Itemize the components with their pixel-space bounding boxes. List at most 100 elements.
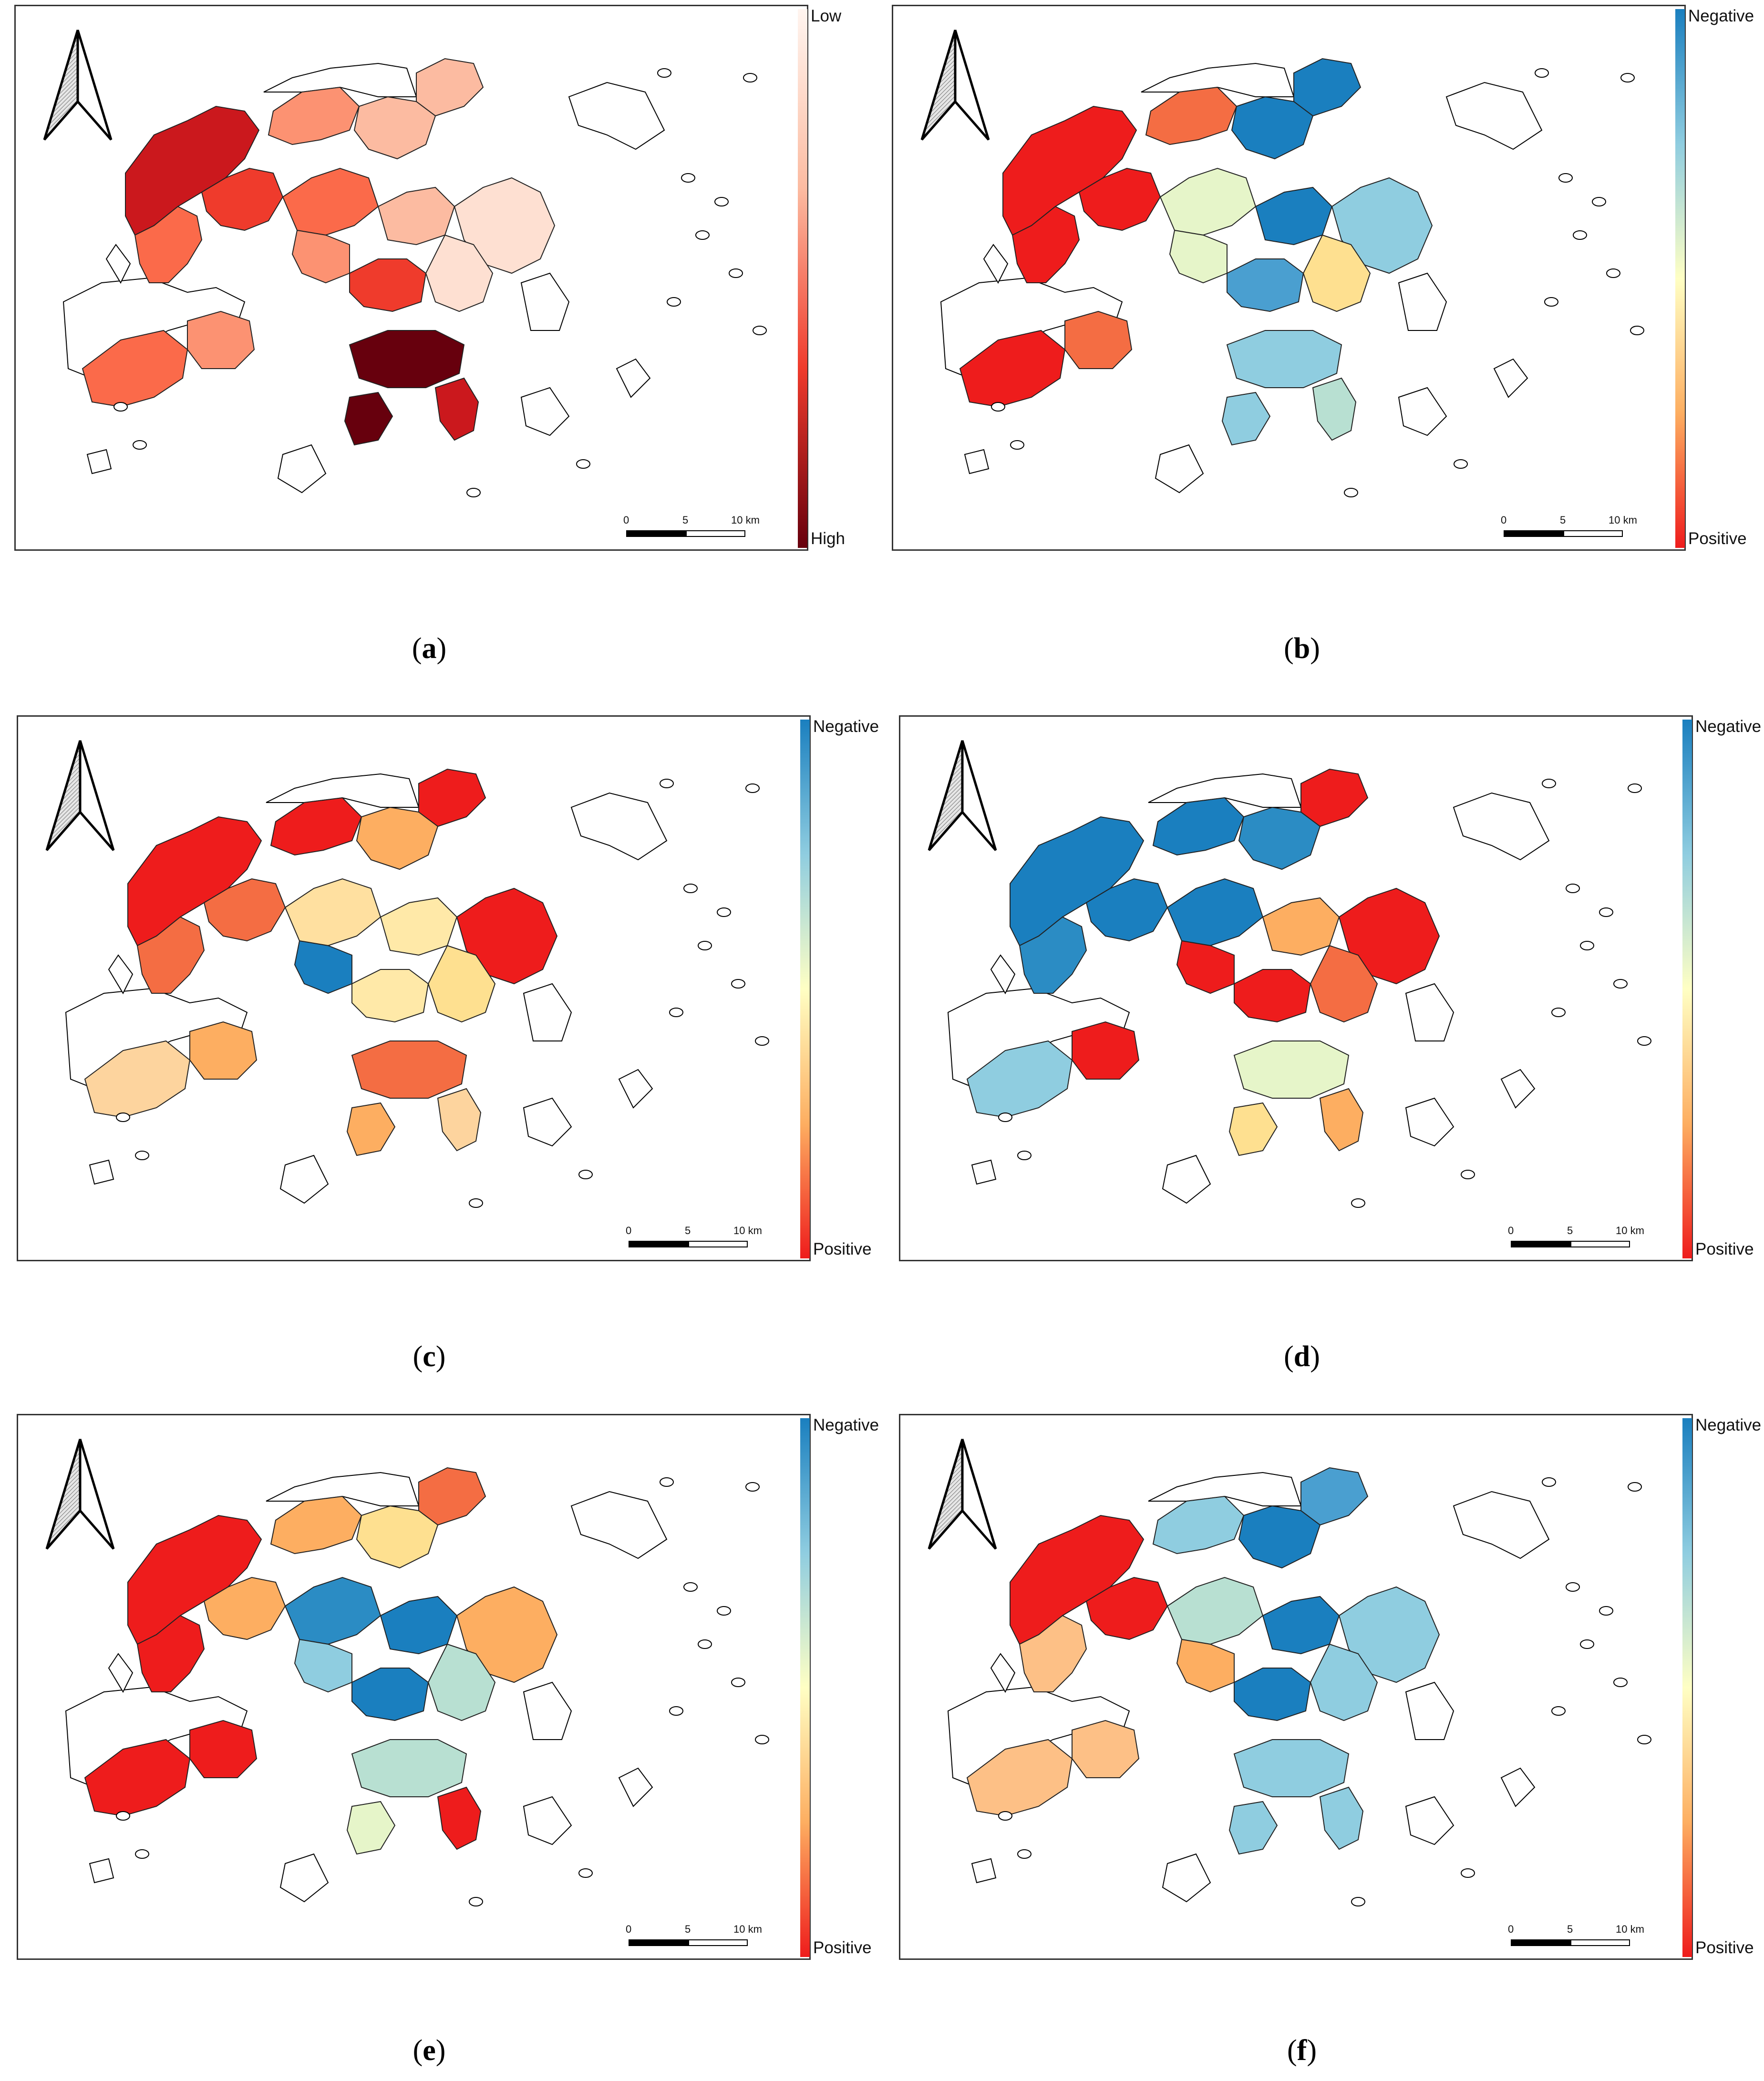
outline-region [523, 1097, 572, 1147]
legend-label-bottom: Positive [1695, 1938, 1754, 1957]
district-region [136, 1615, 205, 1692]
district-region [284, 878, 382, 947]
scale-bar: 0 5 10 km [626, 1923, 762, 1952]
district-region [351, 1040, 467, 1099]
island-outline [755, 1036, 769, 1046]
island-outline [1599, 907, 1613, 917]
scale-label-0: 0 [626, 1225, 632, 1236]
legend-color-bar [800, 1418, 810, 1957]
north-arrow-icon [43, 30, 113, 141]
island-outline [755, 1735, 769, 1744]
choropleth-map [65, 1467, 769, 1906]
island-outline [1580, 941, 1594, 950]
district-region [1011, 206, 1080, 283]
district-region [351, 969, 429, 1023]
legend-label-bottom: High [811, 529, 845, 548]
outline-region [1445, 82, 1543, 150]
north-arrow-icon [45, 1439, 115, 1550]
island-outline [743, 73, 757, 82]
caption-letter: a [422, 632, 437, 665]
district-region [270, 797, 362, 856]
island-outline [657, 68, 671, 78]
outline-region [971, 1159, 997, 1185]
scale-label-5: 5 [1567, 1923, 1573, 1935]
island-outline [698, 1639, 712, 1649]
map-panel-b: 0 5 10 km [892, 5, 1686, 551]
outline-region [1398, 272, 1447, 331]
district-region [1234, 1668, 1311, 1721]
legend-label-top: Negative [813, 1416, 879, 1434]
district-region [1302, 234, 1371, 312]
district-region [1078, 167, 1161, 231]
island-outline [1599, 1606, 1613, 1616]
north-arrow-icon [928, 740, 997, 851]
island-outline [667, 297, 681, 307]
outline-region [89, 1858, 114, 1884]
island-outline [133, 440, 147, 450]
outline-region [570, 1491, 668, 1559]
island-outline [745, 783, 760, 793]
scale-label-10km: 10 km [1616, 1225, 1644, 1236]
island-outline [1542, 779, 1556, 788]
map-panel-d: 0 5 10 km [899, 715, 1693, 1261]
legend-label-top: Negative [1695, 1416, 1762, 1434]
district-region [346, 1102, 396, 1156]
legend-label-top: Negative [1688, 7, 1754, 25]
island-outline [135, 1151, 149, 1160]
district-region [1310, 1643, 1378, 1721]
district-region [282, 167, 379, 236]
scale-label-5: 5 [685, 1225, 691, 1236]
district-region [1310, 945, 1378, 1023]
district-region [377, 186, 455, 246]
district-region [1319, 1088, 1364, 1152]
district-region [268, 86, 360, 145]
district-region [1085, 1576, 1168, 1640]
choropleth-map [940, 58, 1644, 497]
legend-label-bottom: Positive [813, 1938, 872, 1957]
district-region [284, 1576, 382, 1645]
district-region [1176, 940, 1235, 994]
district-region [1300, 1467, 1369, 1526]
panel-caption-e: (e) [413, 2034, 446, 2067]
island-outline [681, 173, 695, 183]
island-outline [660, 1477, 674, 1487]
district-region [416, 58, 484, 117]
scale-segment-white [688, 1939, 748, 1946]
outline-region [1405, 983, 1455, 1041]
island-outline [1542, 1477, 1556, 1487]
legend-color-bar [1682, 1418, 1692, 1957]
legend-color-bar [1675, 9, 1685, 548]
district-region [187, 310, 255, 369]
scale-label-10km: 10 km [733, 1923, 762, 1935]
north-arrow-icon [45, 740, 115, 851]
outline-region [1500, 1767, 1536, 1807]
outline-region [279, 1154, 329, 1204]
district-region [1228, 1102, 1278, 1156]
north-arrow-icon [920, 30, 990, 141]
district-region [294, 1638, 352, 1693]
legend-label-bottom: Positive [813, 1240, 872, 1258]
scale-label-5: 5 [1567, 1225, 1573, 1236]
outline-region [618, 1767, 653, 1807]
island-outline [578, 1170, 593, 1179]
island-outline [576, 459, 590, 469]
district-region [1233, 1739, 1350, 1797]
outline-region [277, 444, 327, 494]
scale-label-10km: 10 km [731, 514, 760, 526]
scale-bar: 0 5 10 km [623, 514, 760, 543]
island-outline [469, 1897, 483, 1906]
island-outline [695, 230, 710, 240]
outline-region [1493, 358, 1528, 398]
island-outline [745, 1482, 760, 1492]
map-panel-a: 0 5 10 km [14, 5, 808, 551]
district-region [270, 1495, 362, 1555]
island-outline [1544, 297, 1558, 307]
panel-caption-d: (d) [1284, 1340, 1320, 1373]
island-outline [731, 979, 745, 989]
island-outline [1620, 73, 1635, 82]
district-region [189, 1720, 258, 1778]
scale-label-10km: 10 km [733, 1225, 762, 1236]
district-region [380, 1596, 458, 1655]
map-panel-f: 0 5 10 km [899, 1414, 1693, 1960]
district-region [1262, 1596, 1340, 1655]
